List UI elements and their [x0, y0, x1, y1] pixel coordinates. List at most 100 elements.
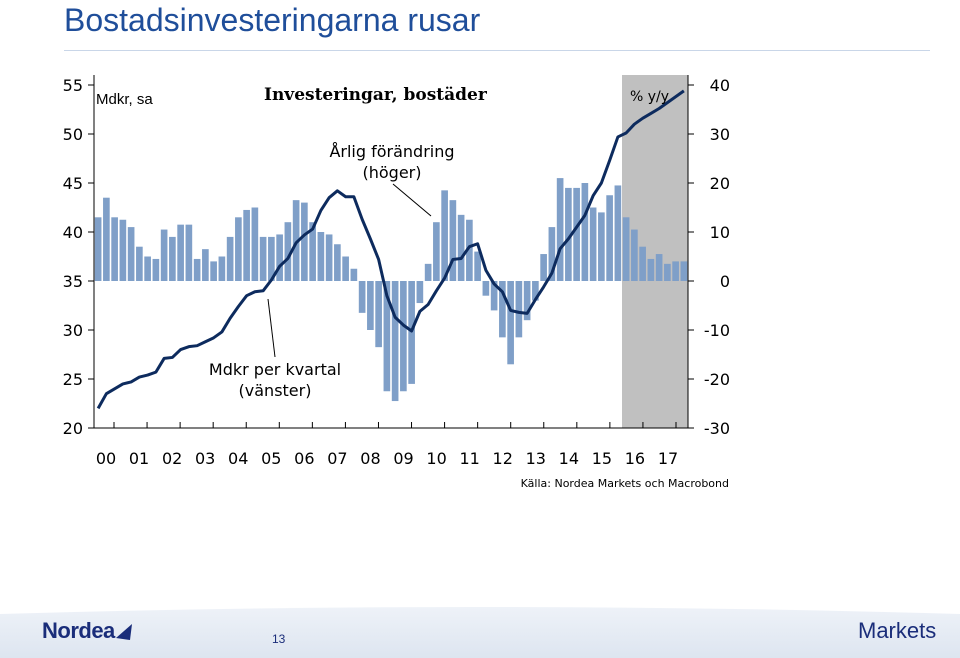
bar-67 — [647, 258, 655, 281]
bar-5 — [136, 246, 143, 281]
left-tick-label: 50 — [63, 125, 83, 144]
right-axis-ticks: -30 -20 -10 0 10 20 30 40 — [688, 76, 730, 438]
bar-22 — [276, 234, 283, 281]
x-axis-ticks: 00 01 02 03 04 05 06 07 08 09 10 11 12 13 14 15 16 17 — [96, 422, 678, 468]
right-tick-label: 10 — [710, 223, 730, 242]
bar-63 — [614, 185, 622, 281]
x-tick-label: 02 — [162, 449, 182, 468]
bar-52 — [523, 281, 531, 321]
bar-23 — [284, 222, 292, 281]
bar-12 — [193, 258, 201, 281]
bar-57 — [565, 187, 572, 281]
bar-29 — [334, 244, 341, 281]
bar-6 — [144, 256, 151, 281]
bar-26 — [309, 222, 316, 281]
bar-19 — [251, 207, 259, 281]
chart-title: Investeringar, bostäder — [264, 85, 488, 105]
x-tick-label: 14 — [559, 449, 579, 468]
x-tick-label: 13 — [526, 449, 546, 468]
bar-60 — [589, 207, 597, 281]
bar-64 — [622, 217, 630, 281]
x-tick-label: 04 — [228, 449, 248, 468]
x-tick-label: 09 — [393, 449, 413, 468]
bar-24 — [292, 200, 300, 281]
right-tick-label: 30 — [710, 125, 730, 144]
bar-20 — [259, 236, 267, 281]
bar-33 — [367, 281, 374, 330]
bar-18 — [243, 209, 250, 281]
left-tick-label: 30 — [63, 321, 83, 340]
x-tick-label: 08 — [360, 449, 380, 468]
bar-28 — [325, 234, 333, 281]
bar-42 — [441, 190, 448, 281]
bar-3 — [119, 219, 127, 281]
bar-40 — [424, 263, 432, 281]
right-tick-label: -20 — [704, 370, 730, 389]
left-tick-label: 35 — [63, 272, 83, 291]
bar-1 — [103, 197, 110, 281]
nordea-logo: Nordea — [42, 618, 115, 643]
bar-53 — [532, 281, 539, 301]
annotation-line-pointer — [392, 183, 432, 217]
bar-58 — [573, 187, 580, 281]
bar-37 — [400, 281, 407, 392]
annotation-line-line2: (höger) — [363, 163, 422, 182]
x-tick-label: 03 — [195, 449, 215, 468]
chart: 20 25 30 35 40 45 50 55 -30 -20 -10 0 10 20 30 40 00 01… — [63, 75, 730, 490]
x-tick-label: 06 — [294, 449, 314, 468]
page-number: 13 — [272, 632, 286, 646]
bar-61 — [598, 212, 605, 281]
bar-46 — [474, 251, 481, 281]
bar-45 — [466, 219, 473, 281]
bar-21 — [268, 236, 275, 281]
x-tick-label: 11 — [459, 449, 479, 468]
right-tick-label: -10 — [704, 321, 730, 340]
left-tick-label: 40 — [63, 223, 83, 242]
bar-13 — [202, 249, 209, 281]
bar-15 — [218, 256, 226, 281]
x-tick-label: 07 — [327, 449, 347, 468]
bar-7 — [152, 258, 160, 281]
right-tick-label: -30 — [704, 419, 730, 438]
left-tick-label: 25 — [63, 370, 83, 389]
bar-27 — [317, 232, 325, 281]
bar-11 — [185, 224, 193, 281]
bar-10 — [177, 224, 184, 281]
footer-band — [0, 607, 960, 658]
x-tick-label: 12 — [493, 449, 513, 468]
source-note: Källa: Nordea Markets och Macrobond — [521, 477, 729, 490]
title-divider — [64, 50, 930, 51]
bar-54 — [540, 254, 547, 281]
bar-4 — [127, 227, 135, 281]
markets-logo: Markets — [858, 618, 937, 643]
right-tick-label: 20 — [710, 174, 730, 193]
left-axis-ticks: 20 25 30 35 40 45 50 55 — [63, 76, 94, 438]
bar-2 — [111, 217, 118, 281]
left-tick-label: 20 — [63, 419, 83, 438]
bar-51 — [515, 281, 523, 338]
bar-39 — [416, 281, 424, 304]
line-series — [96, 89, 685, 410]
bar-43 — [449, 200, 457, 281]
annotation-bars-line1: Mdkr per kvartal — [209, 360, 341, 379]
left-axis-unit: Mdkr, sa — [96, 91, 153, 108]
bar-59 — [581, 183, 589, 281]
bar-70 — [672, 261, 679, 281]
x-tick-label: 16 — [625, 449, 645, 468]
annotation-bars-line2: (vänster) — [239, 381, 312, 400]
bar-25 — [301, 202, 308, 281]
bar-47 — [482, 281, 490, 296]
bar-71 — [680, 261, 688, 281]
bar-68 — [655, 254, 663, 281]
x-tick-label: 17 — [658, 449, 678, 468]
bar-44 — [457, 214, 465, 281]
bar-69 — [664, 263, 671, 281]
bar-36 — [391, 281, 399, 402]
bar-16 — [226, 236, 234, 281]
bar-8 — [160, 229, 168, 281]
bar-34 — [375, 281, 382, 348]
x-tick-label: 01 — [129, 449, 149, 468]
bar-0 — [94, 217, 102, 281]
nordea-sail-icon — [116, 624, 132, 640]
bar-62 — [606, 195, 613, 281]
